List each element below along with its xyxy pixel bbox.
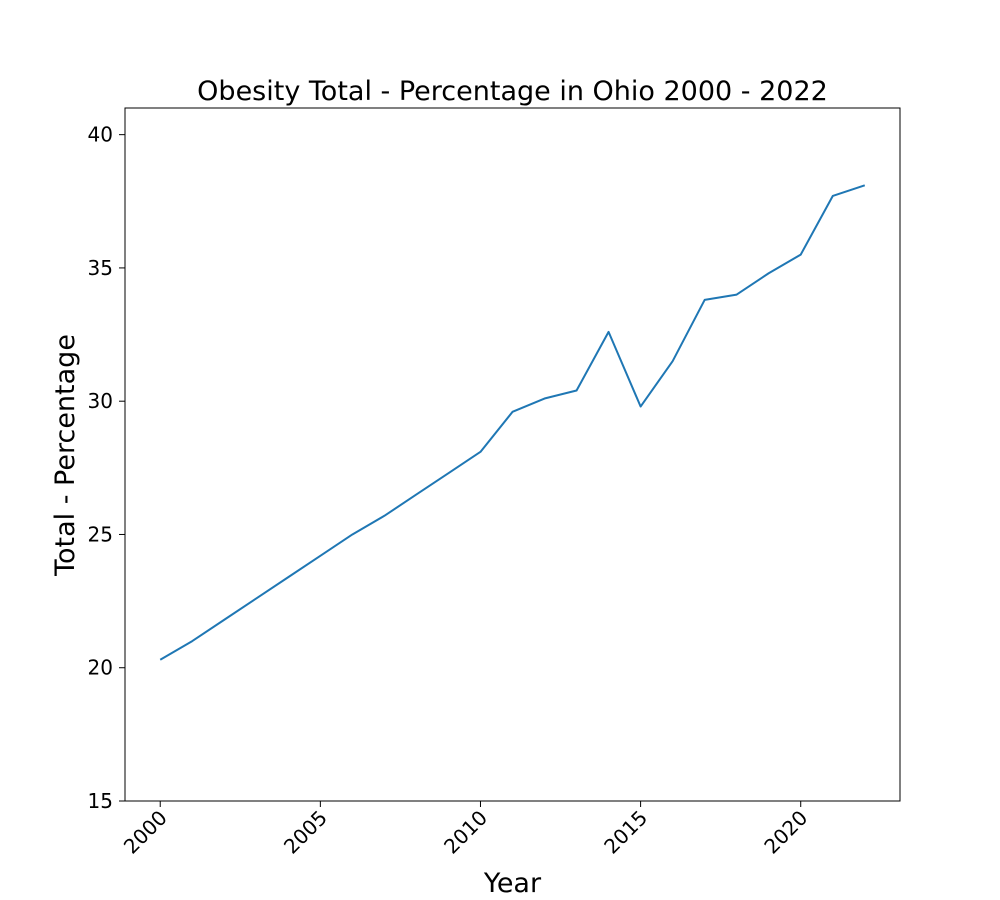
y-axis-label: Total - Percentage	[50, 334, 81, 577]
plot-frame	[124, 107, 901, 802]
y-tick-label: 25	[88, 522, 113, 546]
y-tick-label: 40	[88, 123, 113, 147]
y-tick-label: 35	[88, 256, 113, 280]
y-tick-label: 20	[88, 656, 113, 680]
y-axis-ticks: 15 20 25 30 35 40	[88, 123, 125, 813]
y-tick-label: 30	[88, 389, 113, 413]
x-axis-label: Year	[483, 868, 542, 899]
chart-title: Obesity Total - Percentage in Ohio 2000 …	[197, 76, 828, 107]
series-line	[159, 184, 866, 661]
y-tick-label: 15	[88, 789, 113, 813]
series-layer	[159, 184, 866, 661]
